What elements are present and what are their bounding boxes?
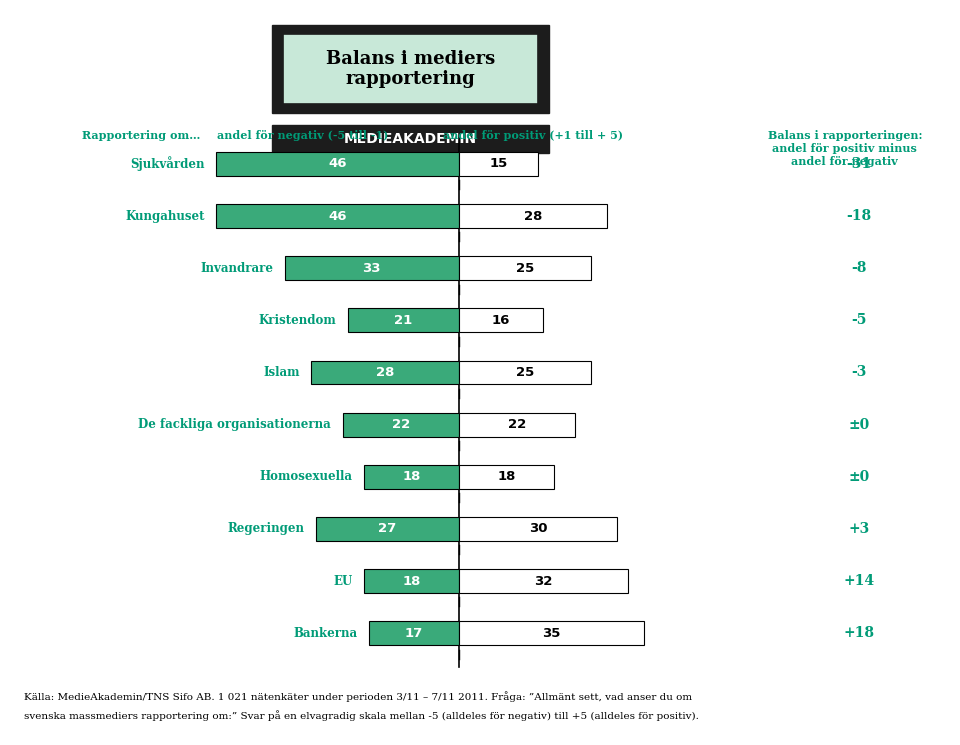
Text: De fackliga organisationerna: De fackliga organisationerna <box>138 418 331 431</box>
FancyBboxPatch shape <box>283 34 538 104</box>
Text: 15: 15 <box>490 157 508 171</box>
Text: -3: -3 <box>852 366 867 379</box>
FancyBboxPatch shape <box>459 465 554 489</box>
Text: 25: 25 <box>516 261 534 275</box>
Text: Invandrare: Invandrare <box>200 261 273 275</box>
Text: Bankerna: Bankerna <box>294 627 357 640</box>
FancyBboxPatch shape <box>364 569 459 593</box>
Text: +14: +14 <box>844 574 875 588</box>
Text: -31: -31 <box>847 157 872 171</box>
FancyBboxPatch shape <box>459 256 590 280</box>
Text: -18: -18 <box>847 209 872 223</box>
Text: 46: 46 <box>328 157 347 171</box>
Text: 30: 30 <box>529 522 547 536</box>
Text: 25: 25 <box>516 366 534 379</box>
FancyBboxPatch shape <box>348 308 459 332</box>
Text: 22: 22 <box>508 418 526 431</box>
Text: 28: 28 <box>375 366 395 379</box>
Text: 35: 35 <box>542 627 561 640</box>
Text: Homosexuella: Homosexuella <box>259 470 352 484</box>
Text: andel för negativ (-5 till -1): andel för negativ (-5 till -1) <box>217 130 388 142</box>
FancyBboxPatch shape <box>216 152 459 176</box>
Text: -8: -8 <box>852 261 867 275</box>
FancyBboxPatch shape <box>272 125 549 153</box>
Text: 27: 27 <box>378 522 396 536</box>
FancyBboxPatch shape <box>343 413 459 437</box>
Text: MEDIEAKADEMIN: MEDIEAKADEMIN <box>344 133 477 146</box>
Text: 18: 18 <box>402 470 420 484</box>
FancyBboxPatch shape <box>459 413 575 437</box>
Text: Islam: Islam <box>263 366 300 379</box>
Text: svenska massmediers rapportering om:” Svar på en elvagradig skala mellan -5 (all: svenska massmediers rapportering om:” Sv… <box>24 710 699 720</box>
Text: 21: 21 <box>395 314 413 327</box>
FancyBboxPatch shape <box>284 256 459 280</box>
Text: ±0: ±0 <box>849 418 870 431</box>
Text: Källa: MedieAkademin/TNS Sifo AB. 1 021 nätenkäter under perioden 3/11 – 7/11 20: Källa: MedieAkademin/TNS Sifo AB. 1 021 … <box>24 691 692 702</box>
Text: 22: 22 <box>392 418 410 431</box>
FancyBboxPatch shape <box>272 25 549 113</box>
FancyBboxPatch shape <box>459 621 643 645</box>
Text: 18: 18 <box>402 574 420 588</box>
FancyBboxPatch shape <box>317 517 459 541</box>
Text: Rapportering om…: Rapportering om… <box>82 130 200 142</box>
Text: Balans i rapporteringen:
andel för positiv minus
andel för negativ: Balans i rapporteringen: andel för posit… <box>768 130 922 167</box>
Text: EU: EU <box>333 574 352 588</box>
FancyBboxPatch shape <box>369 621 459 645</box>
Text: Kungahuset: Kungahuset <box>125 209 204 223</box>
FancyBboxPatch shape <box>459 204 607 228</box>
Text: ±0: ±0 <box>849 470 870 484</box>
FancyBboxPatch shape <box>459 569 628 593</box>
Text: -5: -5 <box>852 314 867 327</box>
Text: Regeringen: Regeringen <box>228 522 305 536</box>
FancyBboxPatch shape <box>311 361 459 384</box>
Text: 17: 17 <box>405 627 423 640</box>
FancyBboxPatch shape <box>216 204 459 228</box>
FancyBboxPatch shape <box>459 361 590 384</box>
Text: Sjukvården: Sjukvården <box>130 156 204 171</box>
Text: Balans i mediers
rapportering: Balans i mediers rapportering <box>325 49 495 89</box>
Text: 18: 18 <box>497 470 516 484</box>
FancyBboxPatch shape <box>459 152 538 176</box>
Text: 28: 28 <box>523 209 542 223</box>
Text: 32: 32 <box>534 574 553 588</box>
Text: 33: 33 <box>363 261 381 275</box>
Text: +18: +18 <box>844 627 875 640</box>
Text: +3: +3 <box>849 522 870 536</box>
Text: 16: 16 <box>492 314 511 327</box>
FancyBboxPatch shape <box>459 308 543 332</box>
Text: 46: 46 <box>328 209 347 223</box>
Text: Kristendom: Kristendom <box>259 314 336 327</box>
FancyBboxPatch shape <box>459 517 617 541</box>
FancyBboxPatch shape <box>364 465 459 489</box>
Text: andel för positiv (+1 till + 5): andel för positiv (+1 till + 5) <box>443 130 623 142</box>
